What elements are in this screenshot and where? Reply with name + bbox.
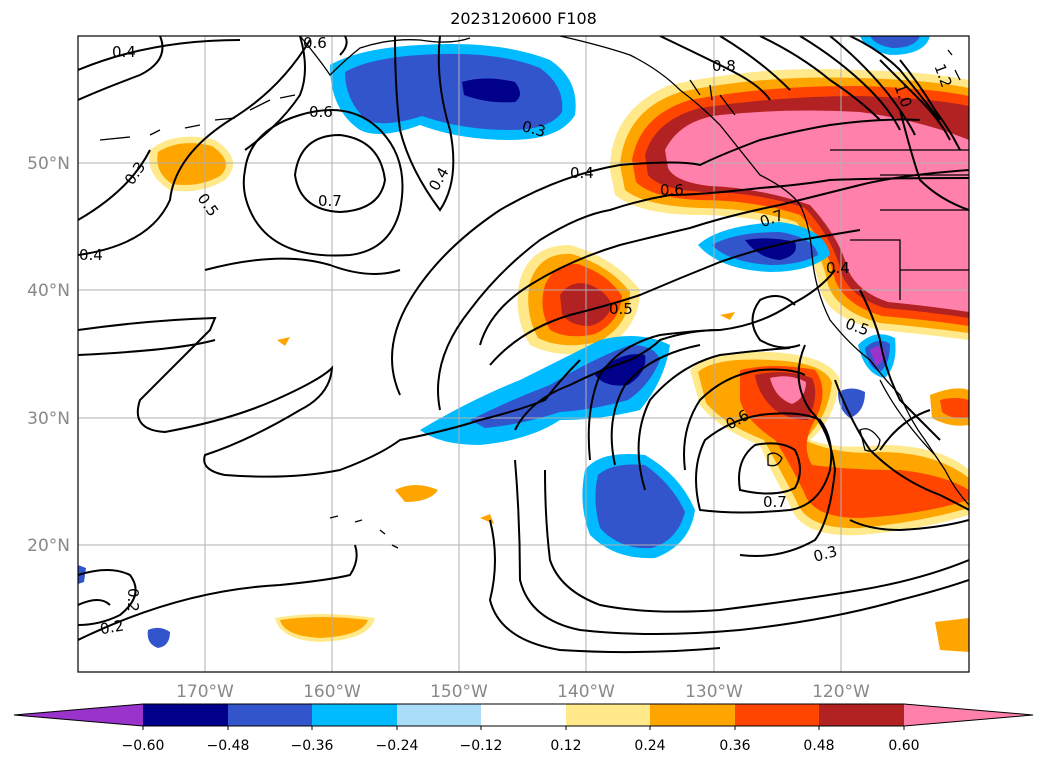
lon-labels: 170°W 160°W 150°W 140°W 130°W 120°W: [176, 682, 870, 702]
contour-label: 0.7: [763, 493, 787, 511]
contour-label: 0.6: [660, 181, 684, 199]
colorbar-tick-label: −0.24: [376, 738, 419, 754]
colorbar-tick-labels: −0.60 −0.48 −0.36 −0.24 −0.12 0.12 0.24 …: [122, 738, 920, 754]
contour-label: 0.8: [712, 57, 736, 75]
colorbar-tick-label: 0.60: [888, 738, 919, 754]
lon-label: 120°W: [812, 682, 870, 702]
lat-label: 30°N: [27, 409, 70, 429]
colorbar-segment: [650, 704, 735, 726]
colorbar-segment: [143, 704, 228, 726]
colorbar-segment: [481, 704, 566, 726]
contour-label: 0.2: [99, 616, 126, 638]
contour-label: 0.2: [124, 588, 142, 612]
colorbar-segment: [397, 704, 481, 726]
contour-label: 0.3: [520, 117, 548, 141]
contour-label: 0.6: [309, 103, 333, 121]
colorbar-tick-label: −0.60: [122, 738, 165, 754]
contour-label: 0.4: [79, 246, 103, 264]
colorbar-tick-label: −0.36: [291, 738, 334, 754]
contour-label: 0.4: [826, 259, 850, 277]
colorbar-segment: [228, 704, 312, 726]
lon-label: 150°W: [430, 682, 488, 702]
lat-labels: 50°N 40°N 30°N 20°N: [27, 154, 70, 556]
contour-label: 0.4: [425, 164, 453, 194]
colorbar-segment: [312, 704, 397, 726]
colorbar-segment: [819, 704, 904, 726]
colorbar-tick-label: 0.48: [803, 738, 834, 754]
contour-label: 0.7: [318, 192, 342, 210]
map-frame: [77, 35, 970, 673]
colorbar-extend-max: [904, 704, 1033, 726]
colorbar-tick-label: −0.12: [460, 738, 503, 754]
colorbar-tick-label: 0.24: [634, 738, 665, 754]
contour-label: 0.5: [194, 190, 222, 220]
colorbar-tick-label: 0.12: [550, 738, 581, 754]
map-title: 2023120600 F108: [450, 9, 597, 28]
colorbar-segment: [566, 704, 650, 726]
lon-label: 130°W: [685, 682, 743, 702]
colorbar: [13, 703, 1034, 730]
colorbar-tick-label: 0.36: [719, 738, 750, 754]
colorbar-tick-label: −0.48: [207, 738, 250, 754]
coastlines: [99, 36, 969, 549]
lat-label: 50°N: [27, 154, 70, 174]
lon-label: 140°W: [557, 682, 615, 702]
lon-label: 160°W: [303, 682, 361, 702]
lat-label: 20°N: [27, 536, 70, 556]
contour-label: 0.6: [303, 34, 327, 52]
lon-label: 170°W: [176, 682, 234, 702]
colorbar-extend-min: [14, 704, 143, 726]
colorbar-segment: [735, 704, 819, 726]
contour-label: 0.4: [112, 43, 136, 61]
contours: [78, 36, 969, 654]
contour-label: 0.3: [811, 542, 839, 566]
contour-label: 0.4: [570, 164, 594, 182]
contour-label: 0.5: [609, 300, 633, 318]
lat-label: 40°N: [27, 281, 70, 301]
